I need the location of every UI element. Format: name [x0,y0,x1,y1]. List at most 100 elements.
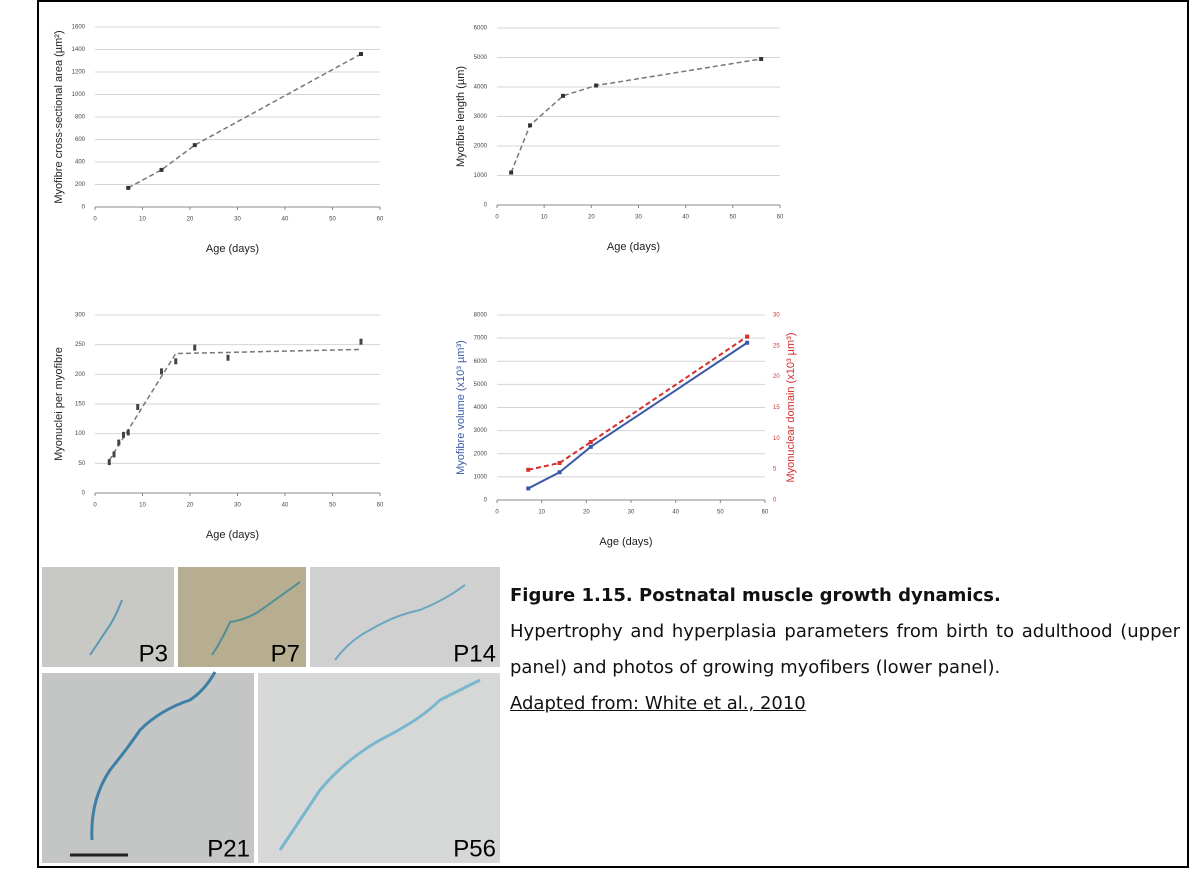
data-point [136,404,139,410]
data-point [174,358,177,364]
y-tick-label: 0 [82,205,86,211]
data-point [360,339,363,345]
data-point [745,335,749,339]
x-tick-label: 20 [187,503,194,509]
y-tick-label: 300 [75,313,86,319]
y-tick-label: 200 [75,182,86,188]
x-axis-label: Age (days) [206,529,259,541]
y-tick-label: 6000 [474,26,488,32]
x-tick-label: 40 [672,510,679,516]
y-tick-label: 0 [484,498,488,504]
y-tick-label: 6000 [474,359,488,365]
y-tick-label: 3000 [474,114,488,120]
x-tick-label: 50 [717,510,724,516]
data-point [126,186,130,190]
y-tick-label: 3000 [474,428,488,434]
x-tick-label: 20 [583,510,590,516]
x-tick-label: 20 [187,217,194,223]
y-tick-label: 100 [75,431,86,437]
data-point [589,445,593,449]
x-tick-label: 30 [234,217,241,223]
y2-tick-label: 10 [773,436,780,442]
x-tick-label: 30 [234,503,241,509]
data-point [359,52,363,56]
caption-text: Hypertrophy and hyperplasia parameters f… [510,614,1180,686]
data-point [561,94,565,98]
x-tick-label: 20 [588,215,595,221]
x-tick-label: 50 [329,503,336,509]
x-tick-label: 0 [495,510,499,516]
y2-tick-label: 0 [773,498,777,504]
figure: P3 P7 P14 P21 P56 0200400600800100012001… [0,0,1197,873]
x-tick-label: 40 [282,217,289,223]
x-tick-label: 30 [628,510,635,516]
x-tick-label: 50 [329,217,336,223]
y-tick-label: 250 [75,342,86,348]
data-point [526,468,530,472]
photo-label: P21 [207,835,250,862]
y-tick-label: 8000 [474,313,488,319]
x-tick-label: 10 [538,510,545,516]
y-tick-label: 4000 [474,85,488,91]
y-tick-label: 1000 [72,92,86,98]
y-tick-label: 200 [75,372,86,378]
photo-label: P3 [139,640,168,667]
x-tick-label: 0 [93,217,97,223]
y2-tick-label: 30 [773,313,780,319]
y2-tick-label: 20 [773,374,780,380]
y-axis-label: Myofibre cross-sectional area (µm²) [53,30,65,203]
y-tick-label: 600 [75,137,86,143]
data-point [108,459,111,465]
data-point [558,470,562,474]
y2-tick-label: 15 [773,405,780,411]
data-point [113,451,116,457]
x-tick-label: 10 [541,215,548,221]
x-tick-label: 10 [139,217,146,223]
data-point [526,486,530,490]
y-tick-label: 150 [75,402,86,408]
y-axis-label: Myofibre volume (x10³ µm³) [455,340,467,475]
photo-label: P56 [453,835,496,862]
x-tick-label: 10 [139,503,146,509]
data-point [122,432,125,438]
series-line [528,337,747,470]
photo-label: P14 [453,640,496,667]
y-tick-label: 4000 [474,405,488,411]
x-axis-label: Age (days) [206,243,259,255]
y-tick-label: 1400 [72,47,86,53]
y-tick-label: 400 [75,160,86,166]
data-point [127,429,130,435]
y2-axis-label: Myonuclear domain (x10³ µm³) [785,333,797,483]
data-point [117,440,120,446]
x-tick-label: 60 [777,215,784,221]
page: P3 P7 P14 P21 P56 0200400600800100012001… [0,0,1197,873]
y-tick-label: 5000 [474,55,488,61]
x-tick-label: 0 [93,503,97,509]
x-tick-label: 40 [682,215,689,221]
y-tick-label: 1000 [474,474,488,480]
y-axis-label: Myofibre length (µm) [455,66,467,167]
data-point [509,171,513,175]
y-tick-label: 2000 [474,144,488,150]
data-point [594,84,598,88]
y-tick-label: 1600 [72,25,86,31]
y-tick-label: 5000 [474,382,488,388]
data-point [193,345,196,351]
data-point [558,461,562,465]
y-tick-label: 1200 [72,70,86,76]
y2-tick-label: 5 [773,467,777,473]
data-point [759,57,763,61]
data-point [227,355,230,361]
x-axis-label: Age (days) [599,536,652,548]
y-tick-label: 0 [82,491,86,497]
y-tick-label: 7000 [474,336,488,342]
x-tick-label: 60 [377,503,384,509]
data-point [589,440,593,444]
y-tick-label: 50 [78,461,85,467]
y-tick-label: 2000 [474,451,488,457]
y-axis-label: Myonuclei per myofibre [53,347,65,461]
x-tick-label: 40 [282,503,289,509]
x-tick-label: 0 [495,215,499,221]
series-line [528,343,747,489]
y-tick-label: 1000 [474,173,488,179]
